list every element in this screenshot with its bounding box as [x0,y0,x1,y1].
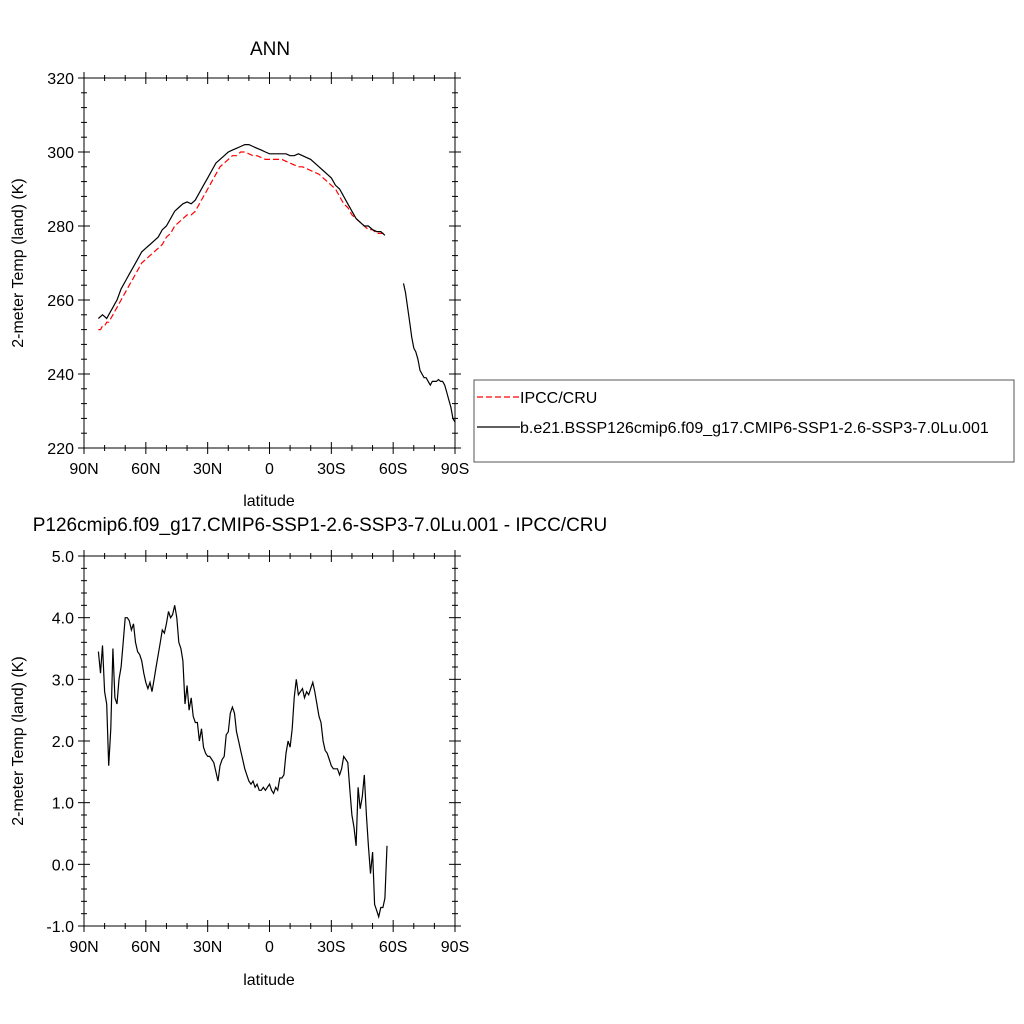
y-tick-label: 0.0 [52,857,74,874]
x-tick-label: 60N [131,939,160,956]
x-tick-label: 30S [317,939,345,956]
y-tick-label: 2.0 [52,734,74,751]
legend-label-model: b.e21.BSSP126cmip6.f09_g17.CMIP6-SSP1-2.… [520,420,989,437]
y-tick-label: 4.0 [52,611,74,628]
top-chart-ylabel: 2-meter Temp (land) (K) [10,178,27,348]
bottom-chart-x-tick-labels: 90N 60N 30N 0 30S 60S 90S [69,939,469,956]
bottom-chart-ylabel: 2-meter Temp (land) (K) [10,656,27,826]
bottom-chart-title: P126cmip6.f09_g17.CMIP6-SSP1-2.6-SSP3-7.… [33,515,608,536]
x-tick-label: 0 [265,939,274,956]
top-chart-legend: IPCC/CRU b.e21.BSSP126cmip6.f09_g17.CMIP… [473,379,1015,463]
x-tick-label: 90S [441,461,469,478]
legend-label-ipcc: IPCC/CRU [520,390,597,407]
y-tick-label: 320 [47,71,74,88]
series-line-model-seg-1 [402,283,456,423]
y-tick-label: 300 [47,145,74,162]
x-tick-label: 30N [193,461,222,478]
x-tick-label: 90N [69,461,98,478]
bottom-chart-series [97,605,388,920]
top-chart-title: ANN [250,39,290,60]
y-tick-label: 220 [47,441,74,458]
y-tick-label: 240 [47,367,74,384]
series-line-model-seg-0 [97,144,386,320]
bottom-chart: P126cmip6.f09_g17.CMIP6-SSP1-2.6-SSP3-7.… [10,515,607,989]
y-tick-label: -1.0 [46,919,74,936]
x-tick-label: 30S [317,461,345,478]
bottom-chart-y-tick-labels: -1.0 0.0 1.0 2.0 3.0 4.0 5.0 [46,549,74,936]
top-chart-series [97,144,456,423]
x-tick-label: 60S [379,939,407,956]
series-line-model-seg-0 [97,605,388,920]
x-tick-label: 30N [193,939,222,956]
top-chart-ticks [78,72,461,454]
series-line-ipcc-cru-seg-0 [98,151,385,331]
y-tick-label: 5.0 [52,549,74,566]
bottom-chart-ticks [78,550,461,932]
y-tick-label: 260 [47,293,74,310]
bottom-chart-xlabel: latitude [243,972,295,989]
y-tick-label: 1.0 [52,796,74,813]
y-tick-label: 3.0 [52,672,74,689]
bottom-chart-frame [83,555,456,927]
x-tick-label: 0 [265,461,274,478]
top-chart-xlabel: latitude [243,493,295,510]
x-tick-label: 90S [441,939,469,956]
top-chart-x-tick-labels: 90N 60N 30N 0 30S 60S 90S [69,461,469,478]
y-tick-label: 280 [47,219,74,236]
x-tick-label: 60S [379,461,407,478]
top-chart-frame [83,77,456,449]
legend-box [473,379,1015,463]
top-chart-y-tick-labels: 220 240 260 280 300 320 [47,71,74,458]
x-tick-label: 90N [69,939,98,956]
x-tick-label: 60N [131,461,160,478]
